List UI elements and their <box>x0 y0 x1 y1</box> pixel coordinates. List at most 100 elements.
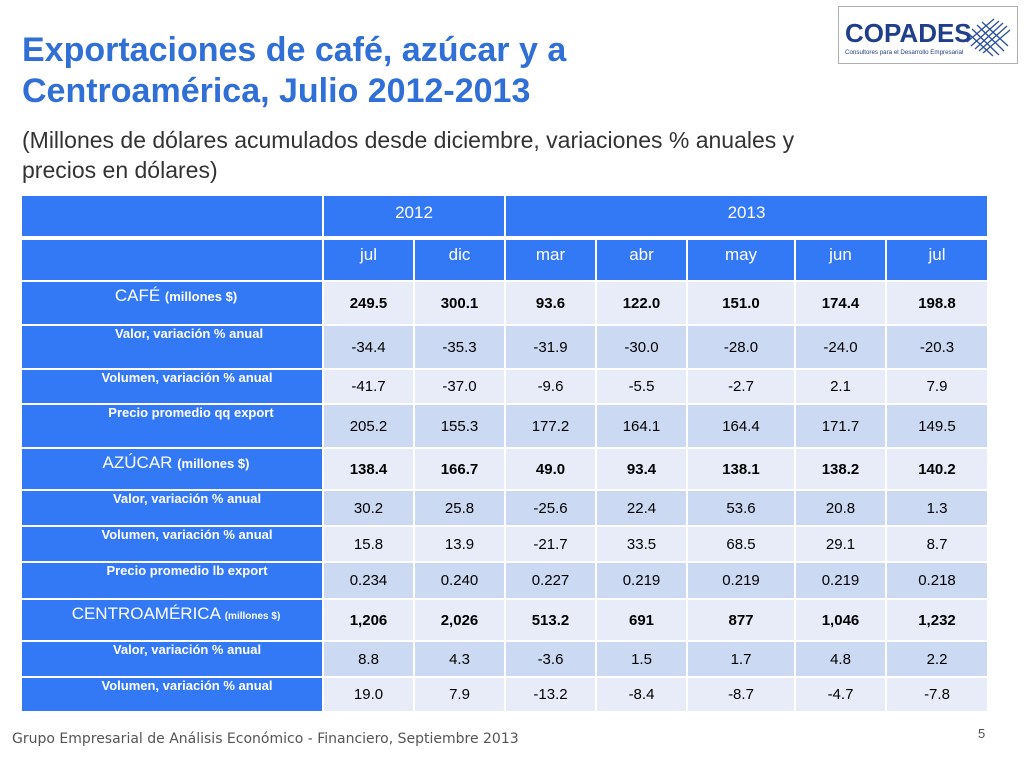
value-cell: -20.3 <box>886 325 988 369</box>
value-cell: 49.0 <box>505 448 596 490</box>
row-label-text: CENTROAMÉRICA <box>71 604 220 623</box>
exports-table: 2012 2013 jul dic mar abr may jun jul CA… <box>21 195 988 712</box>
value-cell: -35.3 <box>414 325 505 369</box>
value-cell: 4.8 <box>795 641 886 677</box>
logo-tagline: Consultores para el Desarrollo Empresari… <box>845 49 963 56</box>
header-gap <box>21 237 988 239</box>
value-cell: 2.1 <box>795 369 886 404</box>
value-cell: 8.7 <box>886 526 988 562</box>
value-cell: 1.5 <box>596 641 687 677</box>
value-cell: 4.3 <box>414 641 505 677</box>
value-cell: -4.7 <box>795 677 886 712</box>
row-label: Valor, variación % anual <box>21 641 323 677</box>
slide-subtitle-line1: (Millones de dólares acumulados desde di… <box>22 127 795 153</box>
value-cell: 25.8 <box>414 490 505 526</box>
month-header: abr <box>596 239 687 281</box>
value-cell: -5.5 <box>596 369 687 404</box>
value-cell: 138.4 <box>323 448 414 490</box>
row-label: CAFÉ (millones $) <box>21 281 323 325</box>
month-header-corner <box>21 239 323 281</box>
value-cell: 0.234 <box>323 562 414 599</box>
value-cell: -21.7 <box>505 526 596 562</box>
value-cell: 1,046 <box>795 599 886 641</box>
value-cell: -13.2 <box>505 677 596 712</box>
value-cell: 513.2 <box>505 599 596 641</box>
row-label-unit: (millones $) <box>224 611 281 622</box>
value-cell: 0.240 <box>414 562 505 599</box>
table-row: Valor, variación % anual 30.2 25.8 -25.6 22.… <box>21 490 988 526</box>
month-header-row: jul dic mar abr may jun jul <box>21 239 988 281</box>
value-cell: 19.0 <box>323 677 414 712</box>
value-cell: 20.8 <box>795 490 886 526</box>
table-row: CENTROAMÉRICA (millones $) 1,206 2,026 513.… <box>21 599 988 641</box>
logo-globe-icon <box>966 18 1011 57</box>
table-row: Valor, variación % anual 8.8 4.3 -3.6 1.5 1.7… <box>21 641 988 677</box>
value-cell: 171.7 <box>795 404 886 448</box>
table-row: CAFÉ (millones $) 249.5 300.1 93.6 122.0 151.… <box>21 281 988 325</box>
row-label: Volumen, variación % anual <box>21 369 323 404</box>
value-cell: 140.2 <box>886 448 988 490</box>
slide-subtitle: (Millones de dólares acumulados desde di… <box>22 125 922 185</box>
value-cell: 93.6 <box>505 281 596 325</box>
month-header: dic <box>414 239 505 281</box>
value-cell: -8.7 <box>687 677 795 712</box>
value-cell: 138.1 <box>687 448 795 490</box>
header-corner-cell <box>21 195 323 237</box>
value-cell: 30.2 <box>323 490 414 526</box>
slide-subtitle-line2: precios en dólares) <box>22 157 218 183</box>
month-header: mar <box>505 239 596 281</box>
month-header: may <box>687 239 795 281</box>
logo-wordmark: COPADES <box>845 18 972 48</box>
value-cell: -31.9 <box>505 325 596 369</box>
value-cell: -34.4 <box>323 325 414 369</box>
row-label: Precio promedio qq export <box>21 404 323 448</box>
value-cell: -8.4 <box>596 677 687 712</box>
value-cell: 2,026 <box>414 599 505 641</box>
value-cell: 1.7 <box>687 641 795 677</box>
value-cell: 53.6 <box>687 490 795 526</box>
value-cell: 164.1 <box>596 404 687 448</box>
value-cell: 68.5 <box>687 526 795 562</box>
row-label-unit: (millones $) <box>164 289 238 304</box>
value-cell: 1.3 <box>886 490 988 526</box>
row-label: Volumen, variación % anual <box>21 677 323 712</box>
table-row: Precio promedio qq export 205.2 155.3 177.2… <box>21 404 988 448</box>
slide-title-line1: Exportaciones de café, azúcar y a <box>22 31 567 69</box>
value-cell: -25.6 <box>505 490 596 526</box>
value-cell: 177.2 <box>505 404 596 448</box>
value-cell: 122.0 <box>596 281 687 325</box>
value-cell: 33.5 <box>596 526 687 562</box>
footer-text: Grupo Empresarial de Análisis Económico … <box>12 731 519 747</box>
value-cell: 174.4 <box>795 281 886 325</box>
table-row: Precio promedio lb export 0.234 0.240 0.227… <box>21 562 988 599</box>
row-label: Precio promedio lb export <box>21 562 323 599</box>
value-cell: 7.9 <box>886 369 988 404</box>
row-label: CENTROAMÉRICA (millones $) <box>21 599 323 641</box>
value-cell: 0.218 <box>886 562 988 599</box>
value-cell: 138.2 <box>795 448 886 490</box>
value-cell: 8.8 <box>323 641 414 677</box>
value-cell: -7.8 <box>886 677 988 712</box>
month-header: jul <box>323 239 414 281</box>
row-label-text: AZÚCAR <box>102 453 173 472</box>
value-cell: 93.4 <box>596 448 687 490</box>
table-row: Valor, variación % anual -34.4 -35.3 -31.9-… <box>21 325 988 369</box>
row-label-text: Valor, variación % anual <box>112 642 262 657</box>
value-cell: 29.1 <box>795 526 886 562</box>
value-cell: 7.9 <box>414 677 505 712</box>
value-cell: 164.4 <box>687 404 795 448</box>
row-label-text: Volumen, variación % anual <box>101 527 273 542</box>
value-cell: 877 <box>687 599 795 641</box>
value-cell: 155.3 <box>414 404 505 448</box>
row-label-text: Volumen, variación % anual <box>101 678 273 693</box>
row-label-text: Precio promedio qq export <box>108 405 274 420</box>
value-cell: 151.0 <box>687 281 795 325</box>
value-cell: -24.0 <box>795 325 886 369</box>
value-cell: 205.2 <box>323 404 414 448</box>
row-label: Valor, variación % anual <box>21 490 323 526</box>
value-cell: 1,232 <box>886 599 988 641</box>
year-header-2013: 2013 <box>505 195 988 237</box>
year-header-row: 2012 2013 <box>21 195 988 237</box>
value-cell: 691 <box>596 599 687 641</box>
value-cell: 300.1 <box>414 281 505 325</box>
